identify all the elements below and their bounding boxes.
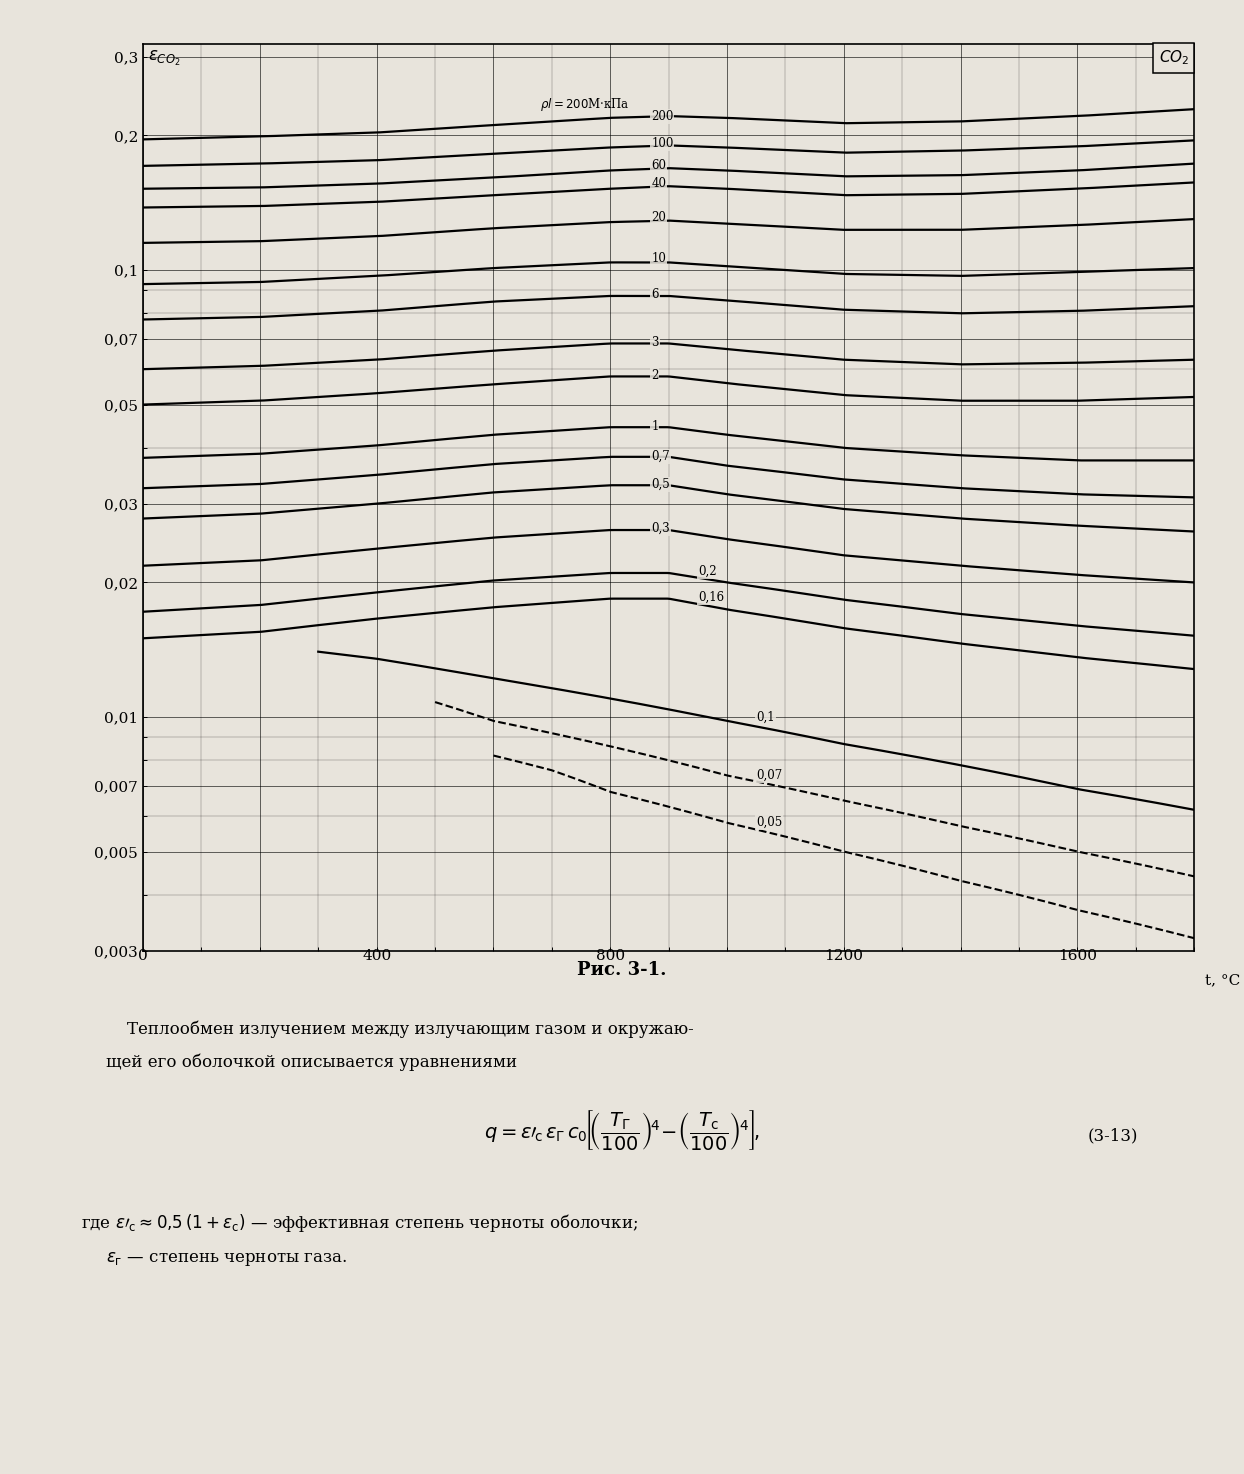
Text: 10: 10 [651,252,666,265]
Text: 800: 800 [596,949,624,963]
Text: 1200: 1200 [825,949,863,963]
Text: (3-13): (3-13) [1087,1128,1138,1145]
Text: 400: 400 [362,949,392,963]
Text: 0,2: 0,2 [698,565,717,578]
Text: 2: 2 [651,370,658,382]
Text: 0,7: 0,7 [651,450,669,463]
Text: 0,5: 0,5 [651,478,669,491]
Text: 0,1: 0,1 [756,710,775,724]
Text: 1600: 1600 [1057,949,1097,963]
Text: 200: 200 [651,109,673,122]
Text: $q = \varepsilon\prime_{\!\rm c}\,\varepsilon_{\rm\Gamma}\,c_0\!\left[\!\left(\d: $q = \varepsilon\prime_{\!\rm c}\,\varep… [484,1108,760,1153]
Text: Теплообмен излучением между излучающим газом и окружаю-: Теплообмен излучением между излучающим г… [106,1020,693,1038]
Text: 6: 6 [651,289,658,301]
Text: 40: 40 [651,177,666,190]
Text: 0,3: 0,3 [651,522,669,535]
Text: $CO_2$: $CO_2$ [1158,49,1189,68]
Text: Рис. 3-1.: Рис. 3-1. [577,961,667,979]
Text: $\rho l=200$М·кПа: $\rho l=200$М·кПа [540,96,629,113]
Text: 0,16: 0,16 [698,591,724,604]
Text: 20: 20 [651,211,666,224]
Text: t, °C: t, °C [1204,973,1240,988]
Text: 1: 1 [651,420,658,433]
Text: где $\varepsilon\prime_{\rm c} \approx 0{,}5\,(1+\varepsilon_{\rm c})$ — эффекти: где $\varepsilon\prime_{\rm c} \approx 0… [81,1212,638,1234]
Text: 3: 3 [651,336,658,349]
Text: $\varepsilon_{CO_2}$: $\varepsilon_{CO_2}$ [148,49,180,68]
Text: щей его оболочкой описывается уравнениями: щей его оболочкой описывается уравнениям… [106,1054,516,1072]
Text: 60: 60 [651,159,666,172]
Text: 0,05: 0,05 [756,817,782,830]
Text: 0: 0 [138,949,148,963]
Text: 0,07: 0,07 [756,769,782,783]
Text: $\varepsilon_{\rm г}$ — степень черноты газа.: $\varepsilon_{\rm г}$ — степень черноты … [106,1250,347,1268]
Text: 100: 100 [651,137,673,150]
